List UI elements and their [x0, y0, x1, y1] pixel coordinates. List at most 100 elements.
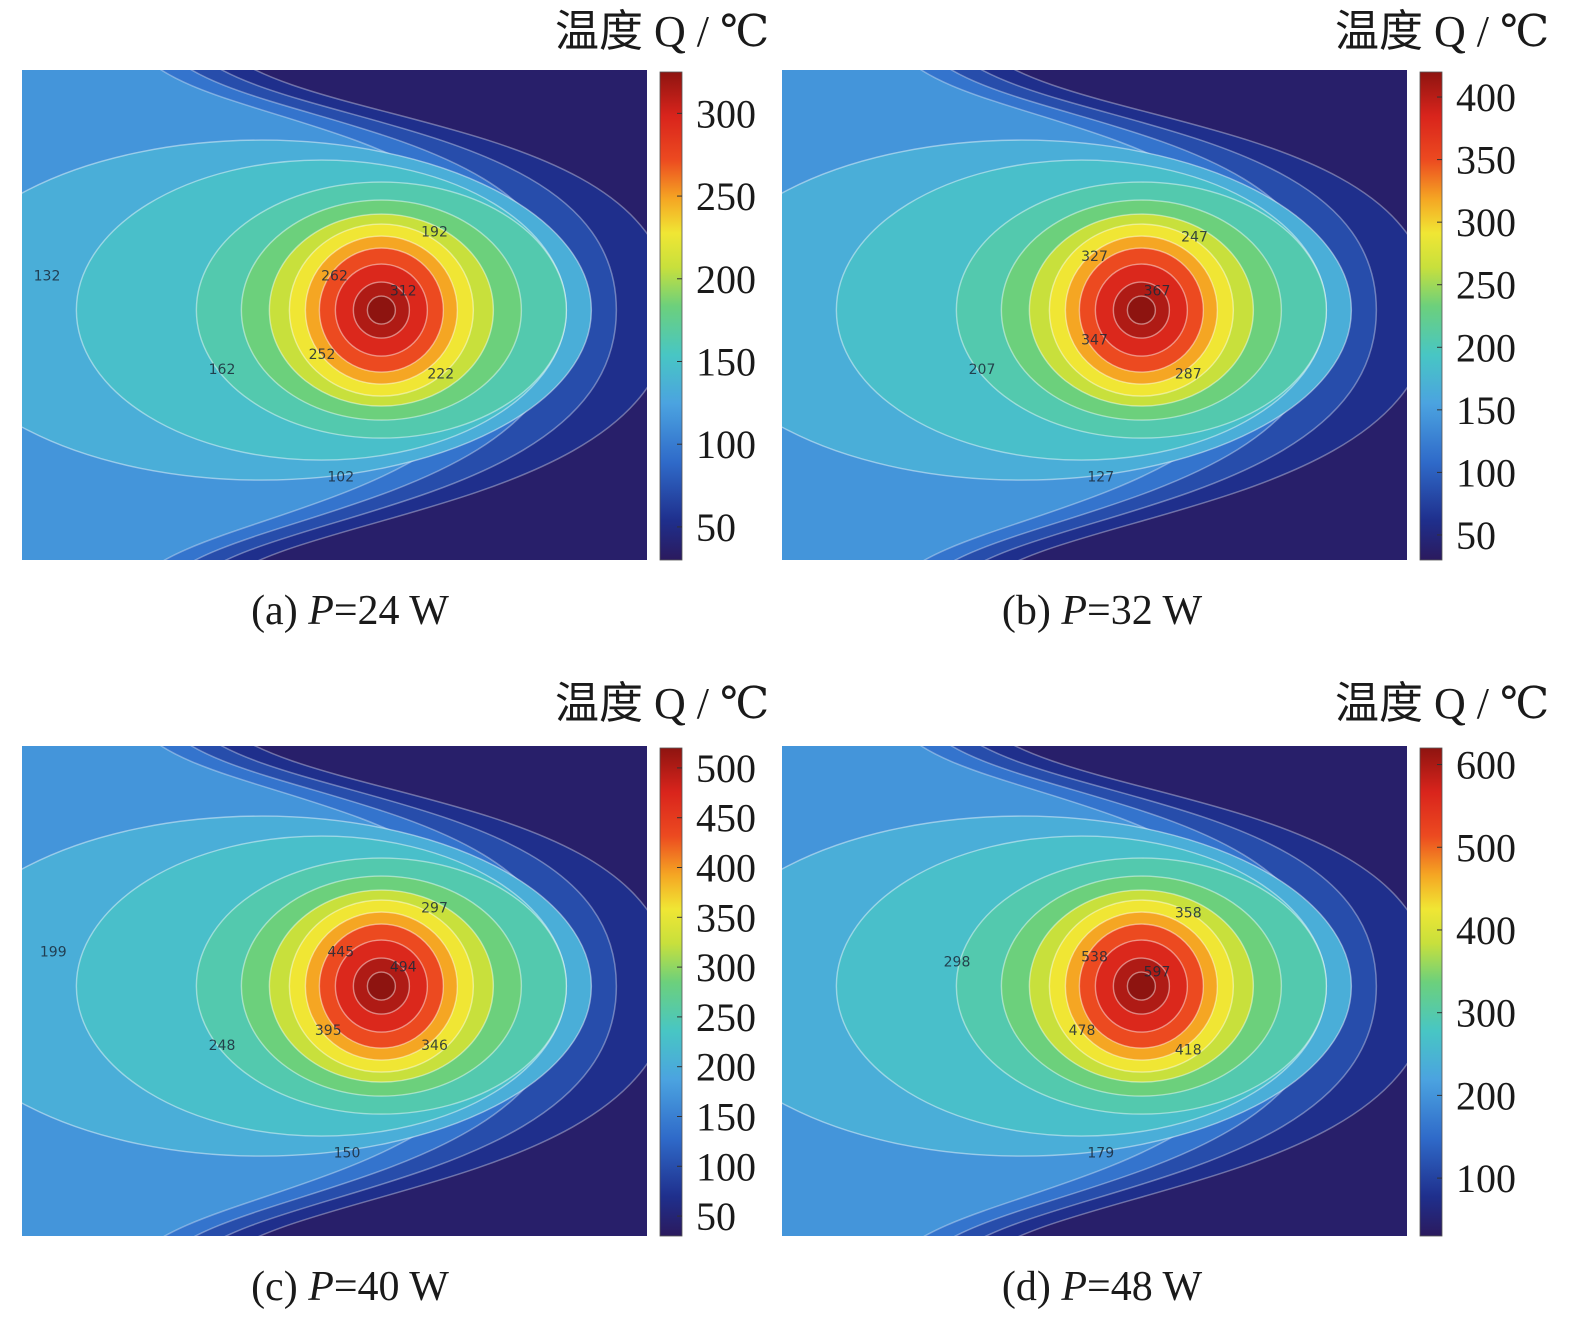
caption-variable: P	[308, 1264, 334, 1310]
contour-label: 298	[944, 955, 971, 971]
contour-label: 247	[1181, 230, 1208, 246]
colorbar-tick-label: 400	[696, 846, 756, 891]
colorbar-tick-label: 400	[1456, 908, 1516, 953]
contour-label: 150	[334, 1146, 361, 1162]
contour-label: 538	[1081, 950, 1108, 966]
colorbar-tick-label: 500	[696, 746, 756, 791]
isotherm-region	[366, 971, 397, 1001]
colorbar-tick-label: 250	[696, 995, 756, 1040]
colorbar	[1419, 747, 1443, 1237]
contour-label: 199	[40, 945, 67, 961]
colorbar-tick-label: 350	[1456, 138, 1516, 183]
contour-label: 395	[315, 1023, 342, 1039]
colorbar-tick-label: 100	[1456, 450, 1516, 495]
caption-variable: P	[1061, 588, 1088, 634]
colorbar-title: 温度 Q / ℃	[1335, 7, 1550, 56]
contour-label: 179	[1087, 1146, 1114, 1162]
colorbar-tick-label: 300	[1456, 200, 1516, 245]
caption-label: (d)	[1001, 1264, 1051, 1310]
colorbar-title: 温度 Q / ℃	[555, 7, 770, 56]
contour-label: 346	[421, 1038, 448, 1054]
colorbar-title: 温度 Q / ℃	[1335, 679, 1550, 728]
colorbar	[659, 747, 683, 1237]
panel-caption: (d) P=48 W	[1002, 1266, 1202, 1308]
caption-value: =40 W	[333, 1264, 449, 1310]
contour-label: 297	[421, 901, 448, 917]
colorbar-tick-label: 300	[696, 91, 756, 136]
panel-d: 温度 Q / ℃ 298 358 538 597 478 418 179 100 200 300 4…	[770, 676, 1549, 1316]
panel-b: 温度 Q / ℃ 247 327 367 347 207 287 127 50 100 150 20…	[770, 0, 1549, 640]
contour-label: 358	[1175, 906, 1202, 922]
contour-label: 262	[321, 269, 348, 285]
contour-label: 445	[327, 945, 354, 961]
colorbar-tick-label: 50	[1456, 513, 1496, 558]
colorbar-tick-label: 450	[696, 796, 756, 841]
colorbar-tick-label: 200	[696, 1045, 756, 1090]
colorbar-tick-label: 600	[1456, 743, 1516, 788]
caption-value: =48 W	[1087, 1264, 1203, 1310]
contour-label: 327	[1081, 249, 1108, 265]
colorbar-tick-label: 200	[1456, 1073, 1516, 1118]
colorbar-tick-label: 150	[1456, 388, 1516, 433]
caption-value: =32 W	[1087, 588, 1203, 634]
caption-label: (a)	[251, 588, 298, 634]
colorbar-tick-label: 50	[696, 505, 736, 550]
temperature-heatmap: 247 327 367 347 207 287 127 50 100 150 200 250 300 35…	[782, 70, 1516, 561]
colorbar-title: 温度 Q / ℃	[555, 679, 770, 728]
panel-caption: (c) P=40 W	[251, 1266, 449, 1308]
panel-c: 温度 Q / ℃ 199 297 445 494 248 395 346 150 50 100 15…	[10, 676, 770, 1316]
contour-label: 252	[309, 347, 336, 363]
contour-label: 494	[390, 959, 417, 975]
caption-label: (c)	[251, 1264, 298, 1310]
heatmap-field	[782, 70, 1407, 560]
heatmap-field	[22, 70, 647, 560]
colorbar-tick-label: 350	[696, 895, 756, 940]
colorbar-tick-label: 250	[696, 174, 756, 219]
caption-variable: P	[308, 588, 334, 634]
colorbar-tick-label: 200	[696, 257, 756, 302]
panel-caption: (a) P=24 W	[251, 590, 449, 632]
contour-label: 418	[1175, 1043, 1202, 1059]
colorbar-tick-label: 100	[1456, 1156, 1516, 1201]
colorbar	[659, 71, 683, 561]
contour-label: 347	[1081, 332, 1108, 348]
contour-label: 162	[209, 362, 236, 378]
temperature-heatmap: 1992974454942483953461505010015020025030…	[22, 746, 756, 1239]
temperature-heatmap: 132 192 262 312 162 252 222 102 50 100 150 200 250 30…	[22, 70, 756, 561]
contour-label: 102	[327, 470, 354, 486]
contour-label: 287	[1175, 367, 1202, 383]
colorbar-tick-label: 500	[1456, 825, 1516, 870]
colorbar-tick-label: 300	[1456, 991, 1516, 1036]
contour-label: 367	[1144, 283, 1171, 299]
panel-a: 温度 Q / ℃ 132 192 262 312 162 252 222 102 50 100 15…	[10, 0, 770, 640]
panel-caption: (b) P=32 W	[1002, 590, 1202, 632]
colorbar-tick-label: 200	[1456, 325, 1516, 370]
heatmap-field	[782, 746, 1407, 1236]
contour-label: 222	[427, 367, 454, 383]
contour-label: 127	[1087, 470, 1114, 486]
isotherm-region	[1126, 295, 1157, 325]
isotherm-region	[366, 295, 397, 325]
caption-label: (b)	[1001, 588, 1051, 634]
colorbar-tick-label: 100	[696, 1144, 756, 1189]
caption-value: =24 W	[333, 588, 449, 634]
contour-label: 312	[390, 283, 417, 299]
contour-label: 192	[421, 225, 448, 241]
contour-label: 597	[1144, 964, 1171, 980]
colorbar-tick-label: 150	[696, 1094, 756, 1139]
colorbar-tick-label: 150	[696, 339, 756, 384]
colorbar-tick-label: 50	[696, 1194, 736, 1239]
isotherm-region	[1126, 971, 1157, 1001]
contour-label: 248	[209, 1038, 236, 1054]
colorbar-tick-label: 400	[1456, 75, 1516, 120]
contour-label: 478	[1069, 1023, 1096, 1039]
heatmap-field	[22, 746, 647, 1236]
contour-label: 132	[34, 269, 61, 285]
contour-label: 207	[969, 362, 996, 378]
colorbar-tick-label: 100	[696, 422, 756, 467]
colorbar-tick-label: 300	[696, 945, 756, 990]
colorbar-tick-label: 250	[1456, 263, 1516, 308]
caption-variable: P	[1061, 1264, 1088, 1310]
colorbar	[1419, 71, 1443, 561]
temperature-heatmap: 298 358 538 597 478 418 179 100 200 300 400 500 600	[782, 743, 1516, 1237]
